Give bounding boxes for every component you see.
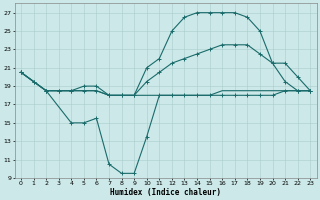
X-axis label: Humidex (Indice chaleur): Humidex (Indice chaleur) — [110, 188, 221, 197]
